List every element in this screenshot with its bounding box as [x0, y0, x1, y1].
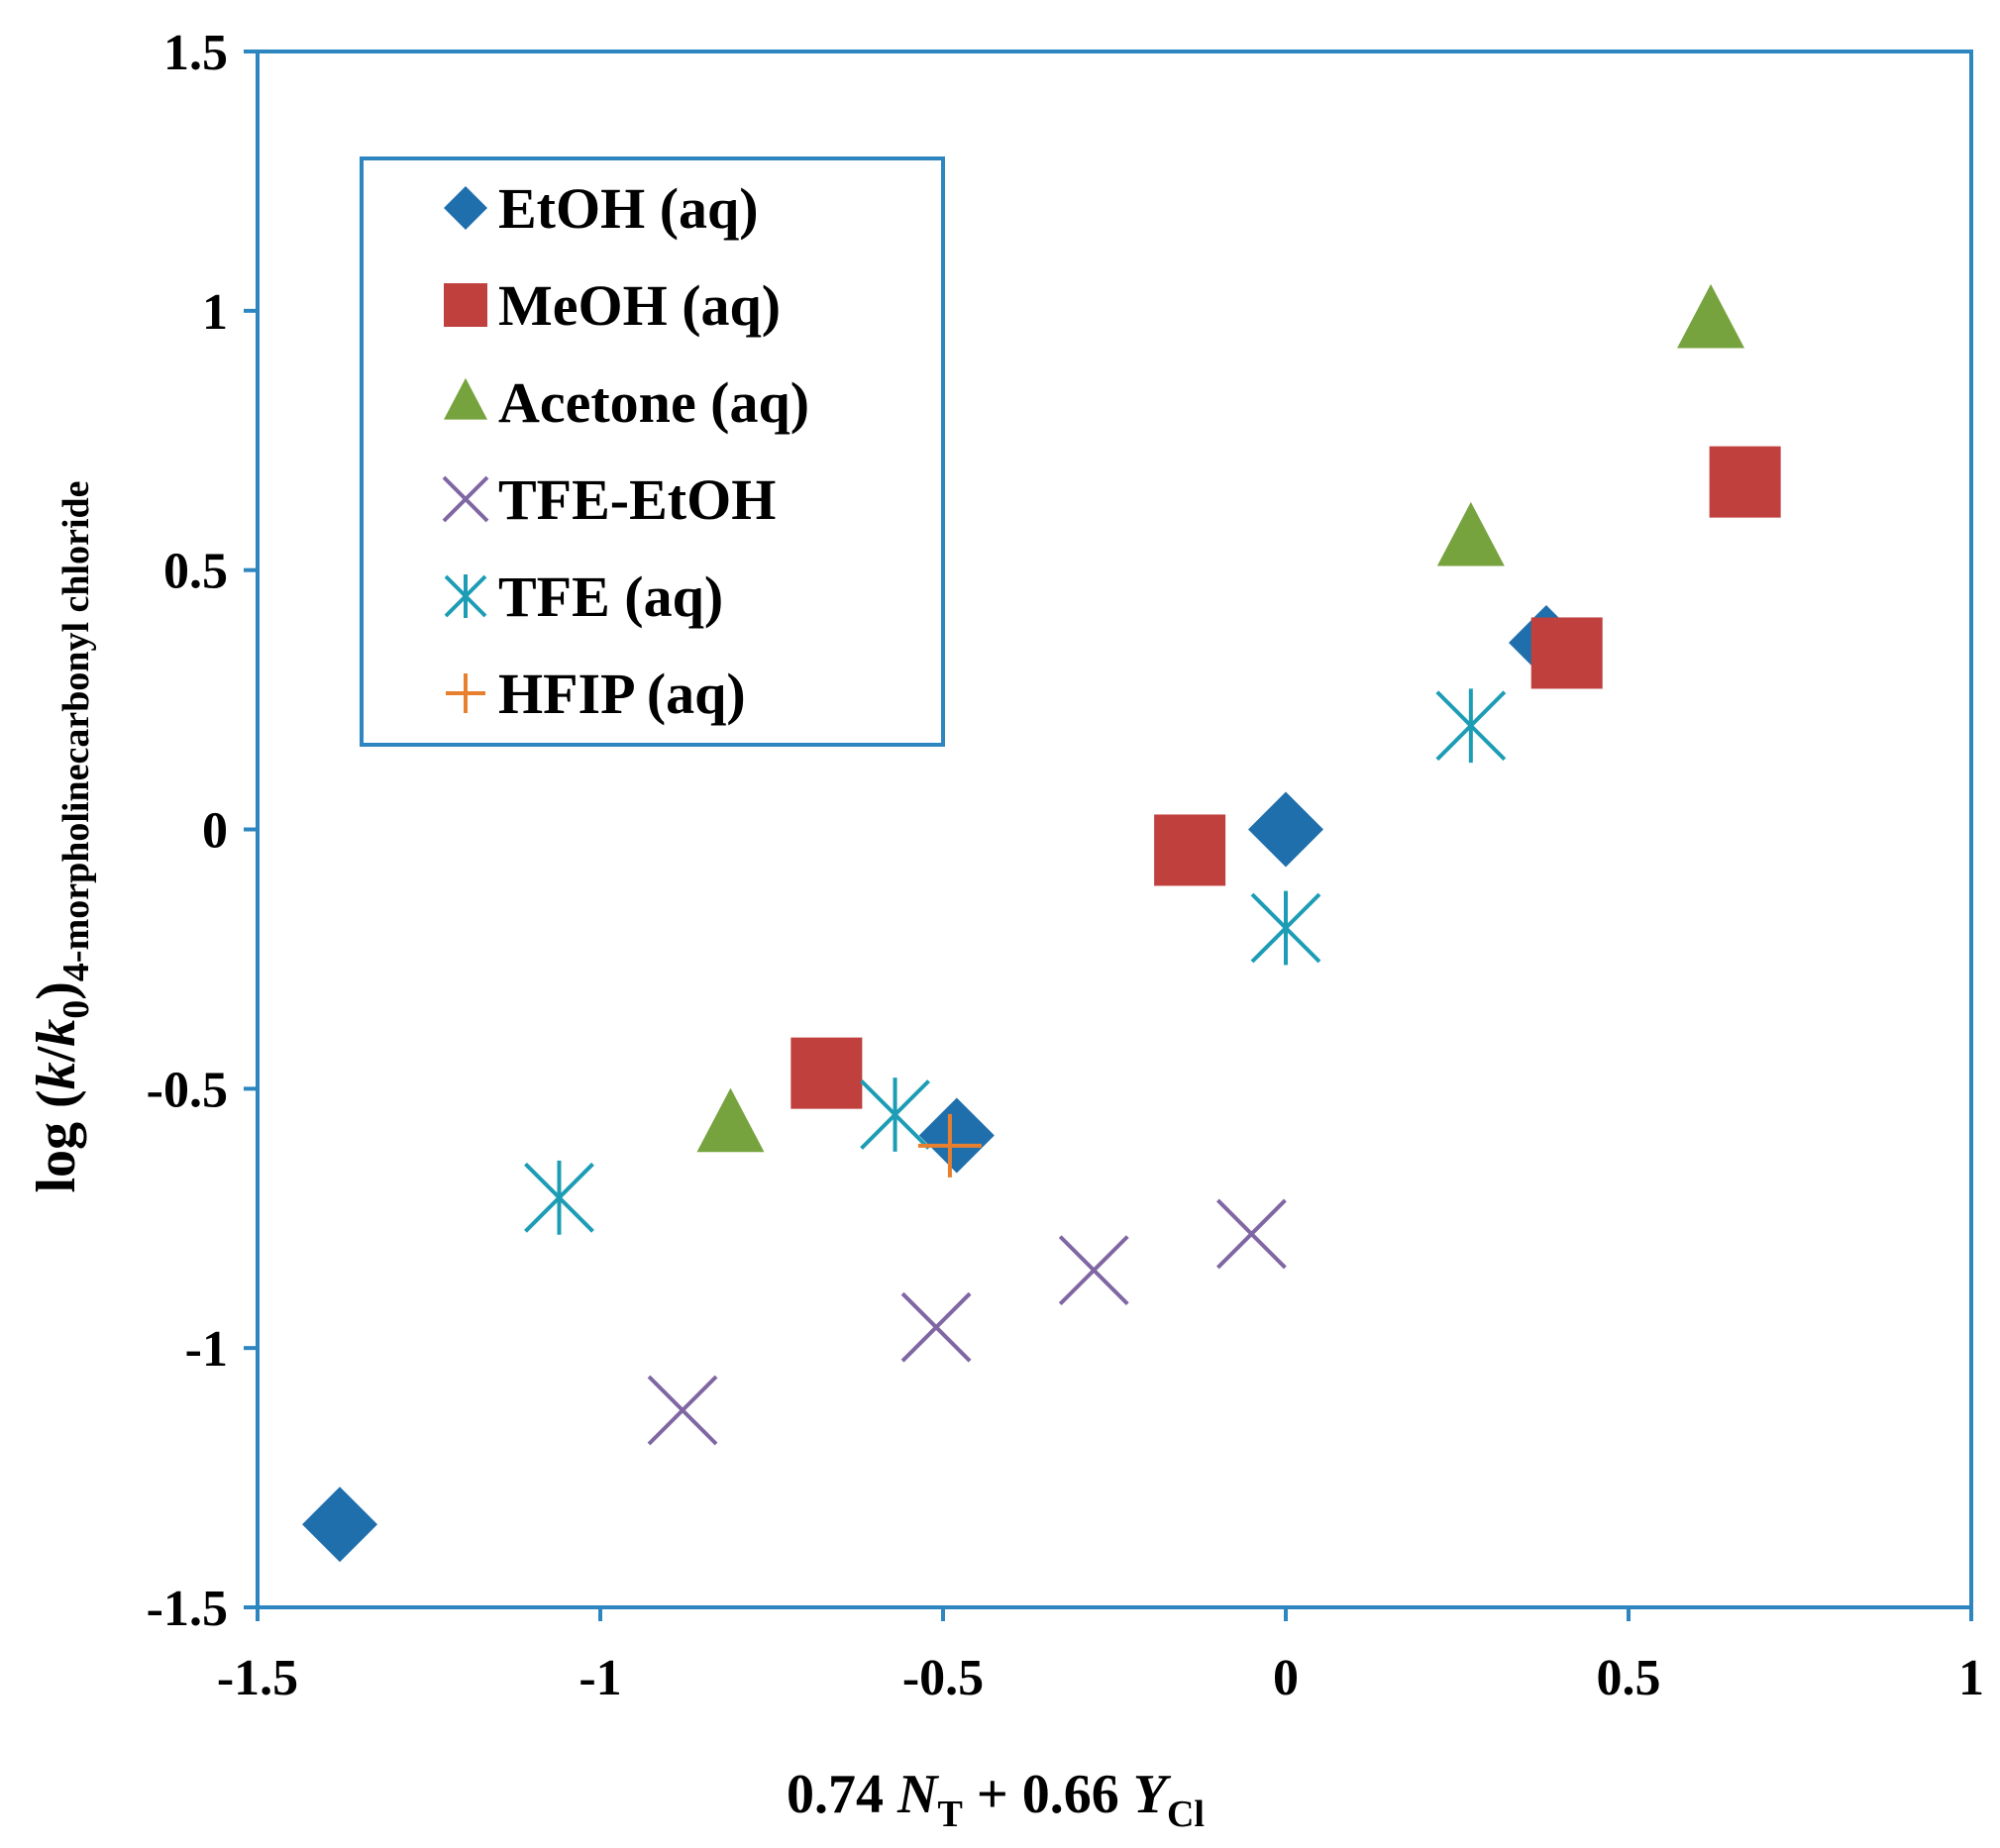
data-point: [1709, 446, 1781, 518]
data-point: [1248, 791, 1323, 868]
legend-marker: [444, 186, 487, 230]
legend-label: MeOH (aq): [498, 273, 781, 338]
legend-item: HFIP (aq): [446, 662, 746, 726]
data-point: [917, 1113, 982, 1178]
legend-marker: [442, 475, 489, 523]
y-axis-title: log (k/k0)4-morpholinecarbonyl chloride: [26, 480, 97, 1192]
data-point: [302, 1487, 378, 1563]
legend-label: Acetone (aq): [498, 370, 809, 435]
series-asterisk: [524, 688, 1507, 1235]
data-point: [1154, 814, 1226, 886]
legend-item: EtOH (aq): [444, 176, 759, 241]
y-tick-label: 0: [202, 803, 228, 860]
x-tick-label: -1.5: [217, 1650, 298, 1706]
y-tick-label: 0.5: [163, 544, 228, 600]
data-point: [1215, 1198, 1287, 1270]
data-point: [1677, 283, 1745, 349]
legend-label: TFE-EtOH: [498, 467, 776, 532]
series-square: [790, 446, 1781, 1109]
x-axis-title: 0.74 NT + 0.66 YCl: [787, 1764, 1205, 1835]
y-tick-label: -1: [185, 1321, 228, 1378]
data-point: [790, 1037, 863, 1109]
legend-item: MeOH (aq): [444, 273, 781, 338]
legend-marker: [444, 377, 487, 420]
legend-label: EtOH (aq): [498, 176, 759, 241]
legend-box: [360, 156, 945, 747]
data-point: [647, 1375, 718, 1446]
series-triangle: [696, 283, 1745, 1153]
data-point: [524, 1160, 594, 1235]
data-markers: [302, 283, 1781, 1563]
legend-item: TFE (aq): [444, 565, 723, 629]
series-x: [647, 1198, 1287, 1446]
legend-marker: [444, 574, 487, 618]
x-tick-label: 0: [1273, 1650, 1299, 1706]
data-point: [860, 1078, 930, 1152]
data-point: [1436, 501, 1505, 566]
series-plus: [917, 1113, 982, 1178]
tick-labels: -1.5 -1 -0.5 0 0.5 1 -1.5 -1 -0.5 0 0.5 1 1.5: [147, 25, 1984, 1706]
data-point: [696, 1087, 765, 1153]
data-point: [1435, 688, 1507, 764]
series-diamond: [302, 604, 1584, 1563]
x-tick-label: 1: [1958, 1650, 1984, 1706]
y-tick-label: -1.5: [147, 1581, 228, 1637]
y-tick-label: 1: [202, 284, 228, 341]
x-tick-label: 0.5: [1597, 1650, 1661, 1706]
legend: EtOH (aq) MeOH (aq) Acetone (aq) TFE-EtOH TF…: [360, 156, 945, 747]
y-tick-label: 1.5: [163, 25, 228, 81]
legend-label: TFE (aq): [498, 565, 723, 629]
y-tick-label: -0.5: [147, 1062, 228, 1118]
data-point: [1058, 1235, 1129, 1306]
data-point: [1530, 617, 1603, 689]
x-tick-label: -1: [579, 1650, 621, 1706]
legend-marker: [444, 283, 487, 327]
axis-ticks: [244, 50, 1973, 1621]
data-point: [900, 1291, 972, 1363]
legend-item: Acetone (aq): [444, 370, 809, 435]
data-point: [918, 1097, 995, 1174]
legend-label: HFIP (aq): [498, 662, 746, 726]
legend-marker: [446, 673, 485, 713]
x-tick-label: -0.5: [902, 1650, 984, 1706]
data-point: [1250, 890, 1321, 966]
legend-item: TFE-EtOH: [442, 467, 776, 532]
